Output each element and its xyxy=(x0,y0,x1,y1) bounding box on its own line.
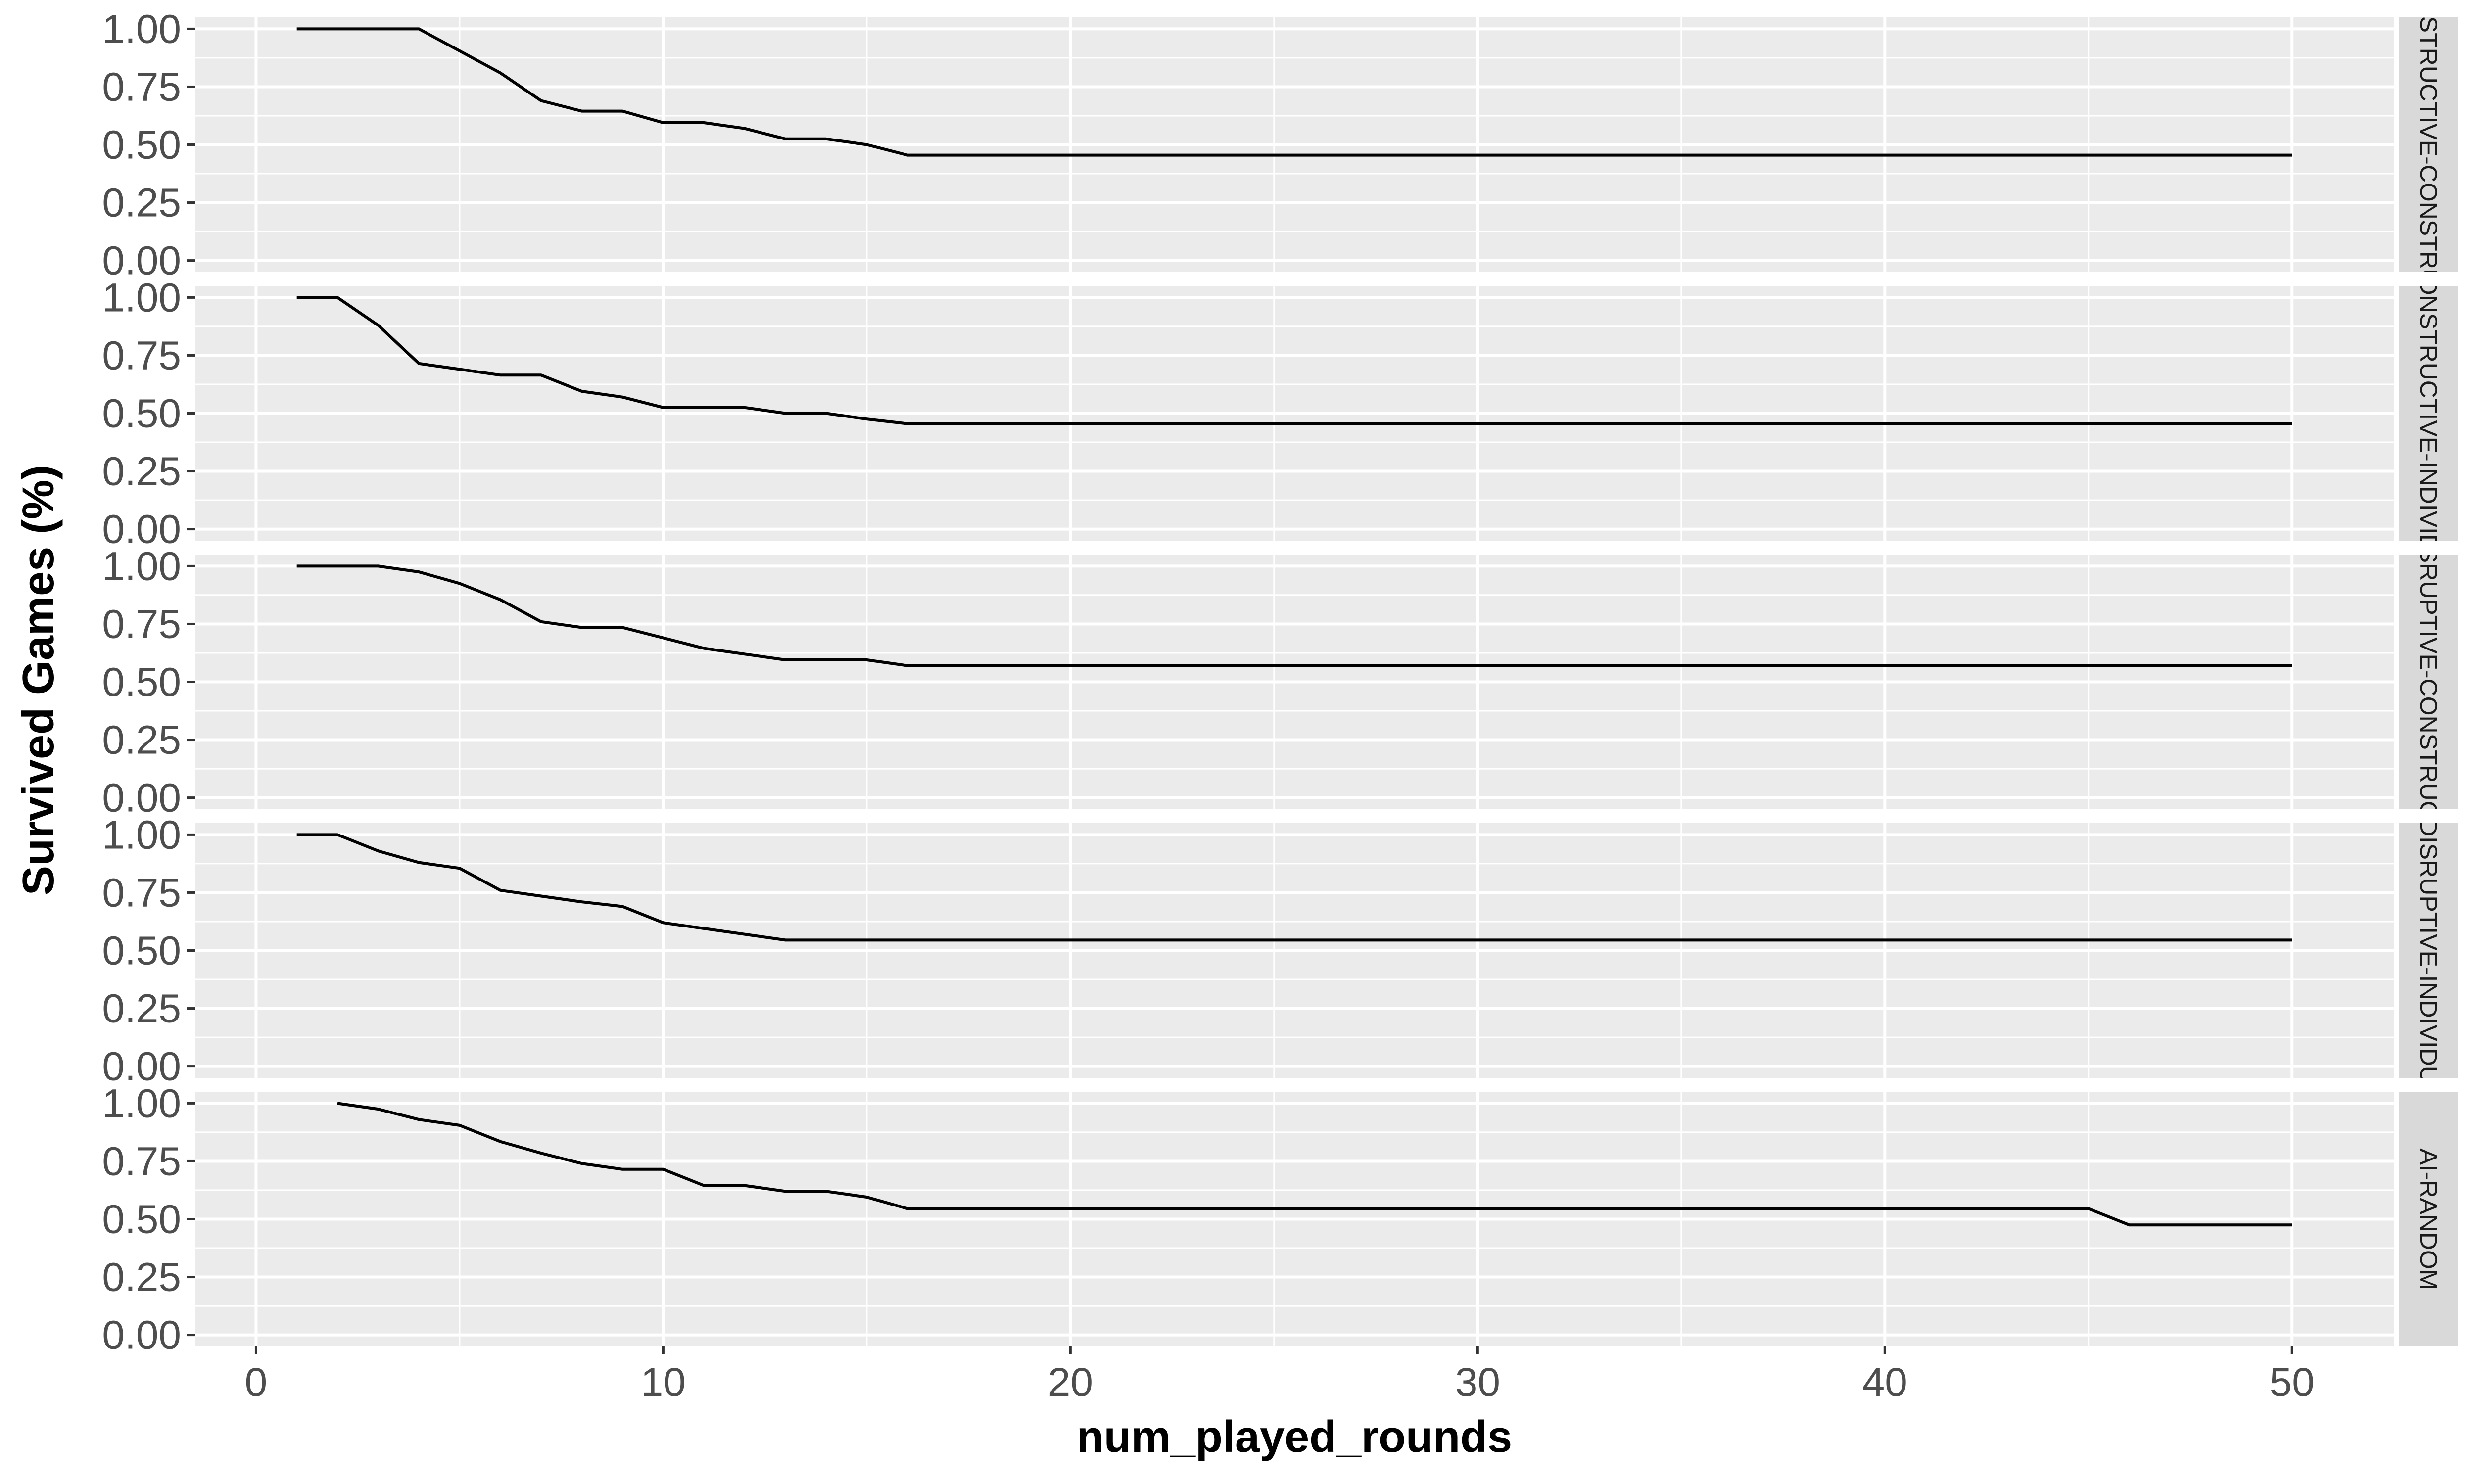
facet-panel: 0.00 0.25 0.50 0.75 1.00 AI-RANDOM xyxy=(102,1081,2458,1358)
y-tick-label: 0.50 xyxy=(102,123,181,168)
survival-line xyxy=(296,564,2292,667)
survival-line xyxy=(337,1102,2292,1227)
y-axis-title: Survived Games (%) xyxy=(14,465,63,895)
facet-panel: 0.00 0.25 0.50 0.75 1.00 AI-CONSTRUCTIVE-CONS… xyxy=(102,0,2458,360)
facet-panel: 0.00 0.25 0.50 0.75 1.00 AI-DISRUPTIVE-INDIVI… xyxy=(102,787,2458,1114)
y-tick-label: 1.00 xyxy=(102,275,181,320)
y-tick-label: 0.50 xyxy=(102,1197,181,1242)
y-tick-label: 0.75 xyxy=(102,333,181,378)
y-tick-label: 0.50 xyxy=(102,391,181,436)
facet-strip-label-group: AI-DISRUPTIVE-INDIVIDUAL xyxy=(2415,787,2442,1114)
y-tick-label: 1.00 xyxy=(102,6,181,51)
survival-line xyxy=(296,27,2292,157)
y-tick-label: 1.00 xyxy=(102,1081,181,1126)
facet-strip-label-group: AI-DISRUPTIVE-CONSTRUCTIVE xyxy=(2415,490,2442,874)
x-tick-label: 20 xyxy=(1048,1360,1093,1405)
y-tick-label: 0.50 xyxy=(102,660,181,705)
x-tick-label: 50 xyxy=(2270,1360,2315,1405)
facet-strip-label: AI-RANDOM xyxy=(2415,1148,2442,1290)
y-tick-label: 0.25 xyxy=(102,986,181,1031)
facet-strip-label-group: AI-CONSTRUCTIVE-CONSTRUCTIVE xyxy=(2415,0,2442,360)
panels-layer: 0.00 0.25 0.50 0.75 1.00 AI-CONSTRUCTIVE-CONS… xyxy=(102,0,2458,1358)
y-tick-label: 0.00 xyxy=(102,238,181,283)
facet-strip-label: AI-DISRUPTIVE-CONSTRUCTIVE xyxy=(2415,490,2442,874)
facet-strip-label: AI-CONSTRUCTIVE-CONSTRUCTIVE xyxy=(2415,0,2442,360)
y-tick-label: 0.25 xyxy=(102,449,181,494)
y-tick-label: 0.00 xyxy=(102,1313,181,1358)
facet-strip xyxy=(2399,286,2458,541)
facet-strip-label-group: AI-CONSTRUCTIVE-INDIVIDUAL xyxy=(2415,227,2442,601)
survival-line xyxy=(296,296,2292,425)
facet-strip-label: AI-DISRUPTIVE-INDIVIDUAL xyxy=(2415,787,2442,1114)
y-tick-label: 0.75 xyxy=(102,602,181,647)
y-tick-label: 0.00 xyxy=(102,507,181,552)
facet-strip xyxy=(2399,823,2458,1078)
facet-strip-label-group: AI-RANDOM xyxy=(2415,1148,2442,1290)
survival-line xyxy=(296,833,2292,942)
facet-strip xyxy=(2399,17,2458,272)
y-tick-label: 1.00 xyxy=(102,544,181,589)
facet-strip-label: AI-CONSTRUCTIVE-INDIVIDUAL xyxy=(2415,227,2442,601)
facet-strip xyxy=(2399,1092,2458,1346)
x-tick-label: 40 xyxy=(1862,1360,1907,1405)
x-axis-title: num_played_rounds xyxy=(1077,1412,1512,1462)
facet-panel: 0.00 0.25 0.50 0.75 1.00 AI-DISRUPTIVE-CONSTR… xyxy=(102,490,2458,874)
y-tick-label: 0.00 xyxy=(102,776,181,821)
y-tick-label: 0.25 xyxy=(102,718,181,763)
facet-strip xyxy=(2399,555,2458,809)
x-tick-label: 10 xyxy=(641,1360,686,1405)
y-tick-label: 0.25 xyxy=(102,1255,181,1300)
x-axis: 0 10 20 30 40 50 xyxy=(245,1346,2315,1405)
x-tick-label: 30 xyxy=(1455,1360,1500,1405)
y-tick-label: 0.75 xyxy=(102,64,181,109)
y-tick-label: 0.75 xyxy=(102,1139,181,1184)
y-tick-label: 0.00 xyxy=(102,1044,181,1089)
y-tick-label: 0.50 xyxy=(102,928,181,974)
x-tick-label: 0 xyxy=(245,1360,268,1405)
facet-panel: 0.00 0.25 0.50 0.75 1.00 AI-CONSTRUCTIVE-INDI… xyxy=(102,227,2458,601)
y-tick-label: 0.25 xyxy=(102,181,181,226)
y-tick-label: 0.75 xyxy=(102,870,181,915)
y-tick-label: 1.00 xyxy=(102,812,181,857)
